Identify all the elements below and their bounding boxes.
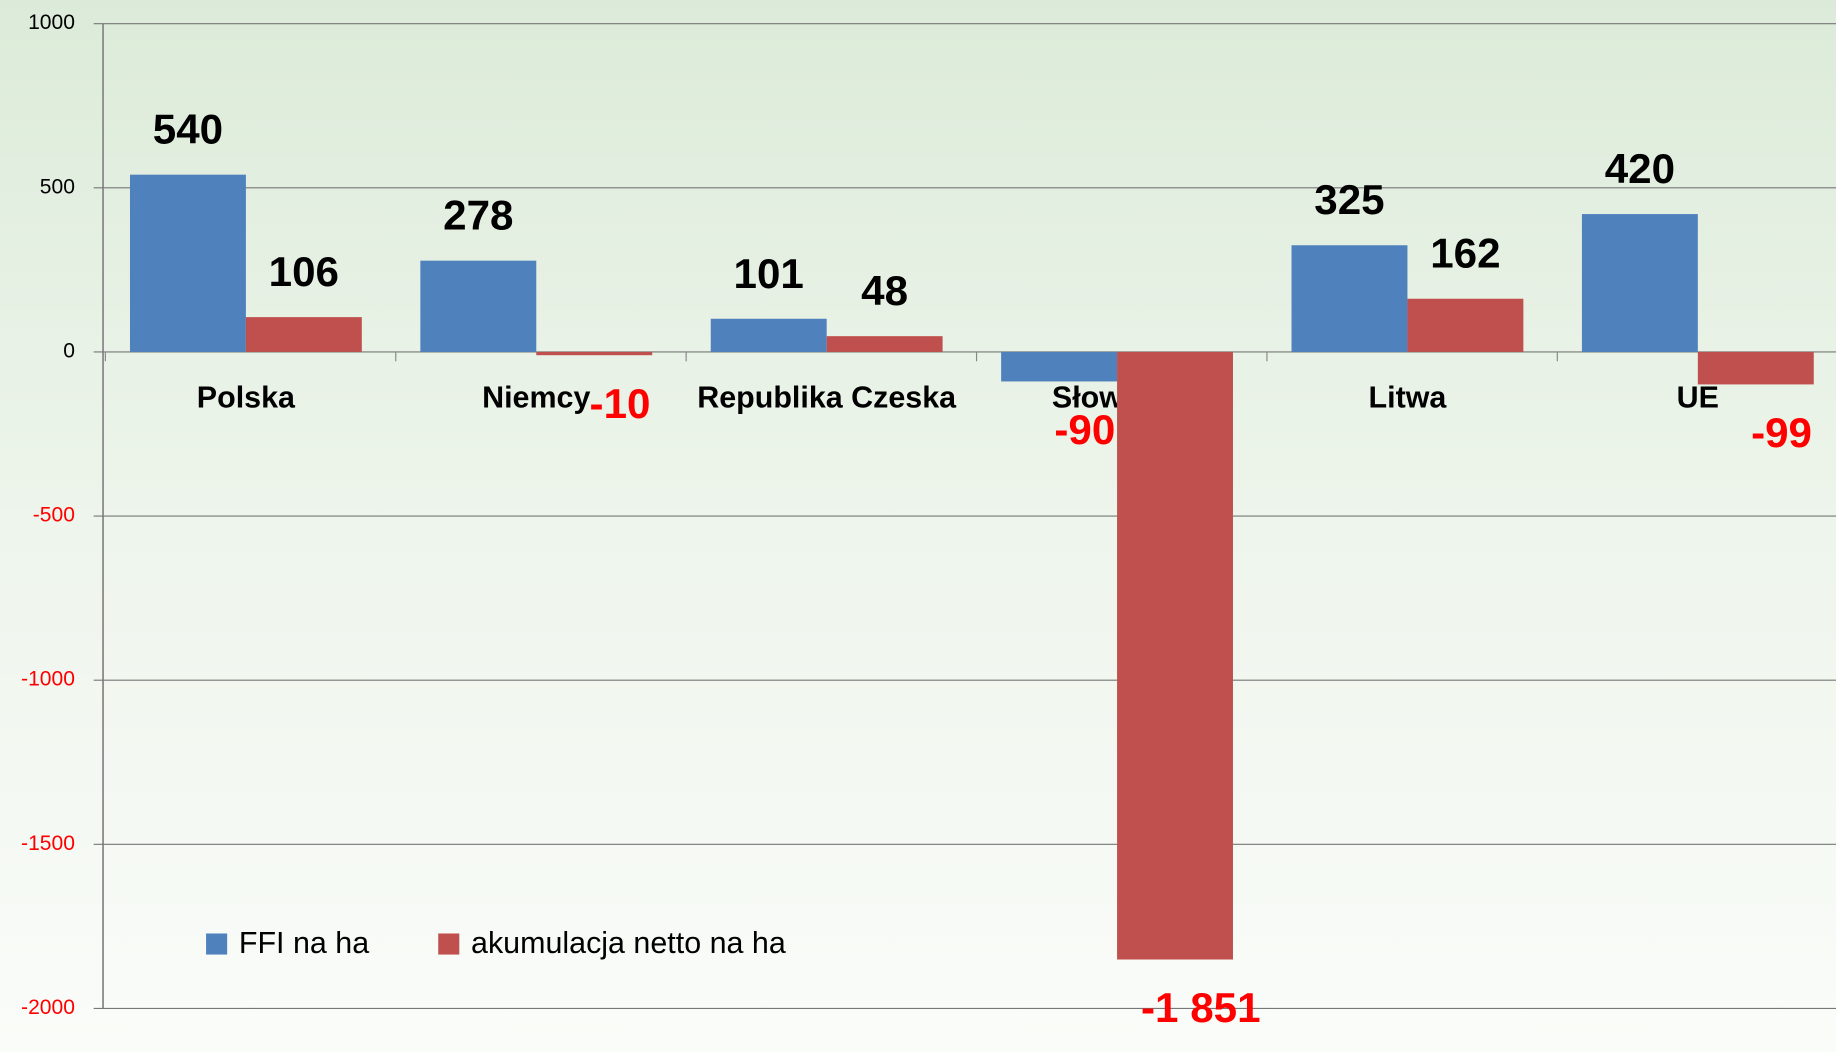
bar — [711, 319, 827, 352]
bar — [1292, 245, 1408, 352]
data-label: -99 — [1751, 409, 1812, 456]
y-tick-label: 0 — [63, 339, 75, 362]
bar — [1698, 352, 1814, 384]
x-tick-label: Litwa — [1369, 381, 1448, 415]
data-label: 278 — [443, 192, 513, 239]
data-label: -1 851 — [1141, 984, 1261, 1031]
x-tick-label: UE — [1677, 381, 1719, 415]
legend-swatch — [438, 933, 459, 954]
x-tick-label: Polska — [197, 381, 296, 415]
bar — [536, 352, 652, 355]
data-label: -10 — [590, 380, 651, 427]
data-label: 101 — [734, 250, 804, 297]
y-tick-label: -1500 — [21, 832, 75, 855]
bar — [1117, 352, 1233, 960]
legend-swatch — [206, 933, 227, 954]
x-tick-label: Niemcy — [482, 381, 590, 415]
data-label: 106 — [269, 248, 339, 295]
data-label: 420 — [1605, 145, 1675, 192]
data-label: 48 — [861, 267, 908, 314]
data-label: 162 — [1430, 230, 1500, 277]
bar — [1582, 214, 1698, 352]
chart: -2000 -1500 -1000 -500 0 500 1000 Polska 540 106 N… — [0, 0, 1836, 1052]
bar — [246, 317, 362, 352]
bar — [827, 336, 943, 352]
bar — [130, 175, 246, 352]
legend-label: FFI na ha — [239, 926, 369, 960]
x-tick-label: Republika Czeska — [697, 381, 957, 415]
data-label: -90 — [1054, 406, 1115, 453]
y-tick-label: -1000 — [21, 668, 75, 691]
data-label: 540 — [153, 106, 223, 153]
y-tick-label: 500 — [40, 175, 75, 198]
bar — [1407, 299, 1523, 352]
legend-label: akumulacja netto na ha — [471, 926, 786, 960]
y-tick-label: -2000 — [21, 996, 75, 1019]
bar — [420, 261, 536, 352]
data-label: 325 — [1314, 176, 1384, 223]
bar — [1001, 352, 1117, 382]
y-tick-label: 1000 — [28, 11, 75, 34]
y-tick-label: -500 — [33, 504, 75, 527]
